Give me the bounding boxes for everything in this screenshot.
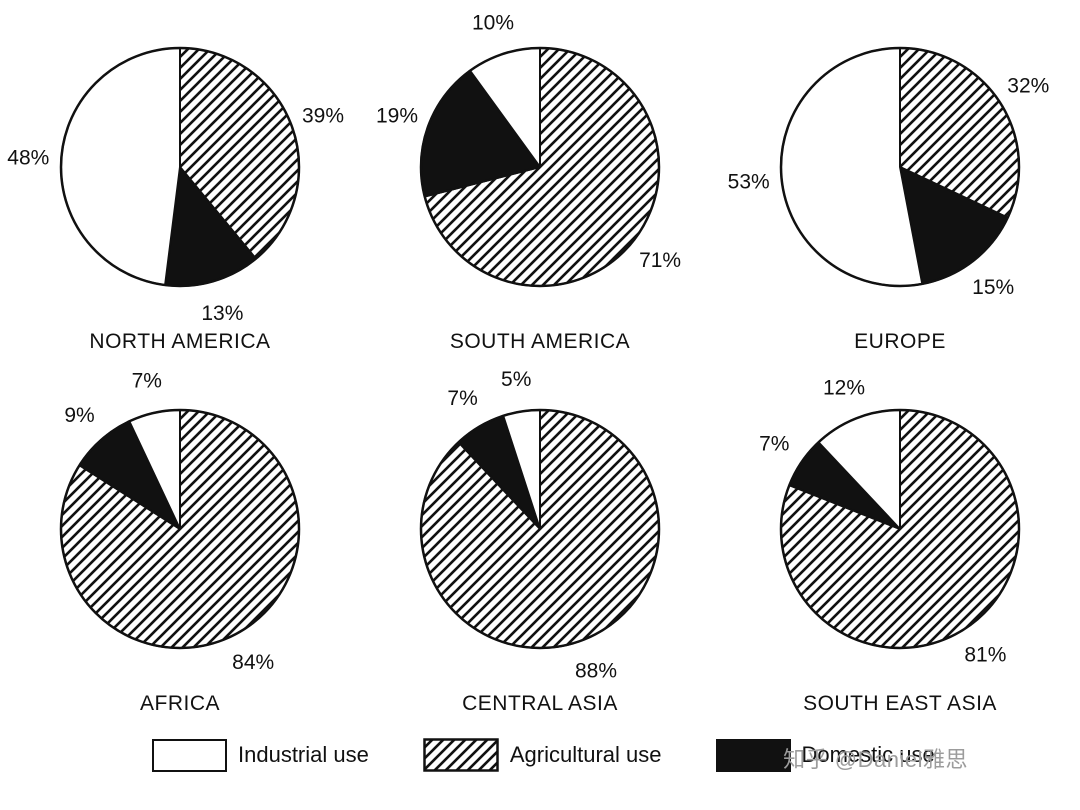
- page: 39% 13% 48% NORTH AMERICA 71% 19% 10% SOUTH …: [0, 6, 1080, 772]
- pie-outline: [779, 46, 1021, 288]
- legend: Industrial use Agricultural use Domestic…: [0, 738, 1080, 772]
- pie-outline: [419, 46, 661, 288]
- pie-holder: 32% 15% 53%: [720, 6, 1080, 328]
- legend-label-domestic: Domestic use: [801, 742, 935, 767]
- region-title: SOUTH EAST ASIA: [803, 692, 997, 715]
- slice-label: 5%: [501, 368, 531, 391]
- legend-item-domestic: Domestic use: [715, 738, 935, 772]
- chart-cell-south-america: 71% 19% 10% SOUTH AMERICA: [360, 6, 720, 354]
- region-title: CENTRAL ASIA: [462, 692, 618, 715]
- region-title: SOUTH AMERICA: [449, 330, 631, 353]
- legend-item-industrial: Industrial use: [152, 738, 369, 772]
- legend-label-agricultural: Agricultural use: [509, 742, 662, 767]
- pie-outline: [419, 408, 661, 650]
- chart-cell-europe: 32% 15% 53% EUROPE: [720, 6, 1080, 354]
- slice-label: 39%: [302, 105, 344, 128]
- agricultural-swatch: [423, 738, 499, 772]
- watermark: 知乎 @Daniel雅思: [783, 747, 968, 772]
- chart-cell-africa: 84% 9% 7% AFRICA: [0, 368, 360, 716]
- slice-label: 9%: [64, 404, 94, 427]
- slice-label: 48%: [7, 147, 49, 170]
- slice-label: 15%: [972, 276, 1014, 299]
- pie-holder: 71% 19% 10%: [360, 6, 720, 328]
- slice-label: 10%: [472, 11, 514, 34]
- pie-holder: 88% 7% 5%: [360, 368, 720, 690]
- slice-label: 32%: [1007, 75, 1049, 98]
- charts-grid-row1: 39% 13% 48% NORTH AMERICA 71% 19% 10% SOUTH …: [0, 6, 1080, 354]
- domestic-swatch: [715, 738, 791, 772]
- slice-label: 7%: [447, 387, 477, 410]
- pie-holder: 81% 7% 12%: [720, 368, 1080, 690]
- pie-holder: 84% 9% 7%: [0, 368, 360, 690]
- legend-item-agricultural: Agricultural use: [423, 738, 662, 772]
- charts-grid-row2: 84% 9% 7% AFRICA 88% 7% 5% CENTRAL ASIA 81% 7…: [0, 368, 1080, 716]
- pie-chart-africa: 84% 9% 7%: [59, 370, 301, 674]
- pie-outline: [59, 46, 301, 288]
- slice-label: 71%: [639, 249, 681, 272]
- chart-cell-central-asia: 88% 7% 5% CENTRAL ASIA: [360, 368, 720, 716]
- slice-label: 88%: [575, 659, 617, 682]
- pie-chart-north-america: 39% 13% 48%: [7, 46, 344, 325]
- slice-label: 13%: [201, 302, 243, 325]
- region-title: AFRICA: [139, 692, 220, 715]
- legend-label-industrial: Industrial use: [238, 742, 369, 767]
- industrial-swatch: [152, 738, 227, 772]
- slice-label: 7%: [132, 370, 162, 393]
- chart-cell-south-east-asia: 81% 7% 12% SOUTH EAST ASIA: [720, 368, 1080, 716]
- slice-label: 81%: [964, 644, 1006, 667]
- region-title: NORTH AMERICA: [89, 330, 271, 353]
- slice-label: 84%: [232, 651, 274, 674]
- pie-outline: [779, 408, 1021, 650]
- pie-chart-europe: 32% 15% 53%: [728, 46, 1049, 299]
- pie-chart-south-america: 71% 19% 10%: [376, 11, 681, 288]
- slice-label: 53%: [728, 170, 770, 193]
- chart-cell-north-america: 39% 13% 48% NORTH AMERICA: [0, 6, 360, 354]
- slice-label: 12%: [823, 377, 865, 400]
- slice-label: 7%: [759, 433, 789, 456]
- slice-label: 19%: [376, 105, 418, 128]
- pie-holder: 39% 13% 48%: [0, 6, 360, 328]
- pie-chart-south-east-asia: 81% 7% 12%: [759, 377, 1021, 667]
- region-title: EUROPE: [854, 330, 946, 353]
- slice-industrial: [60, 47, 181, 287]
- pie-chart-central-asia: 88% 7% 5%: [419, 368, 661, 682]
- pie-outline: [59, 408, 301, 650]
